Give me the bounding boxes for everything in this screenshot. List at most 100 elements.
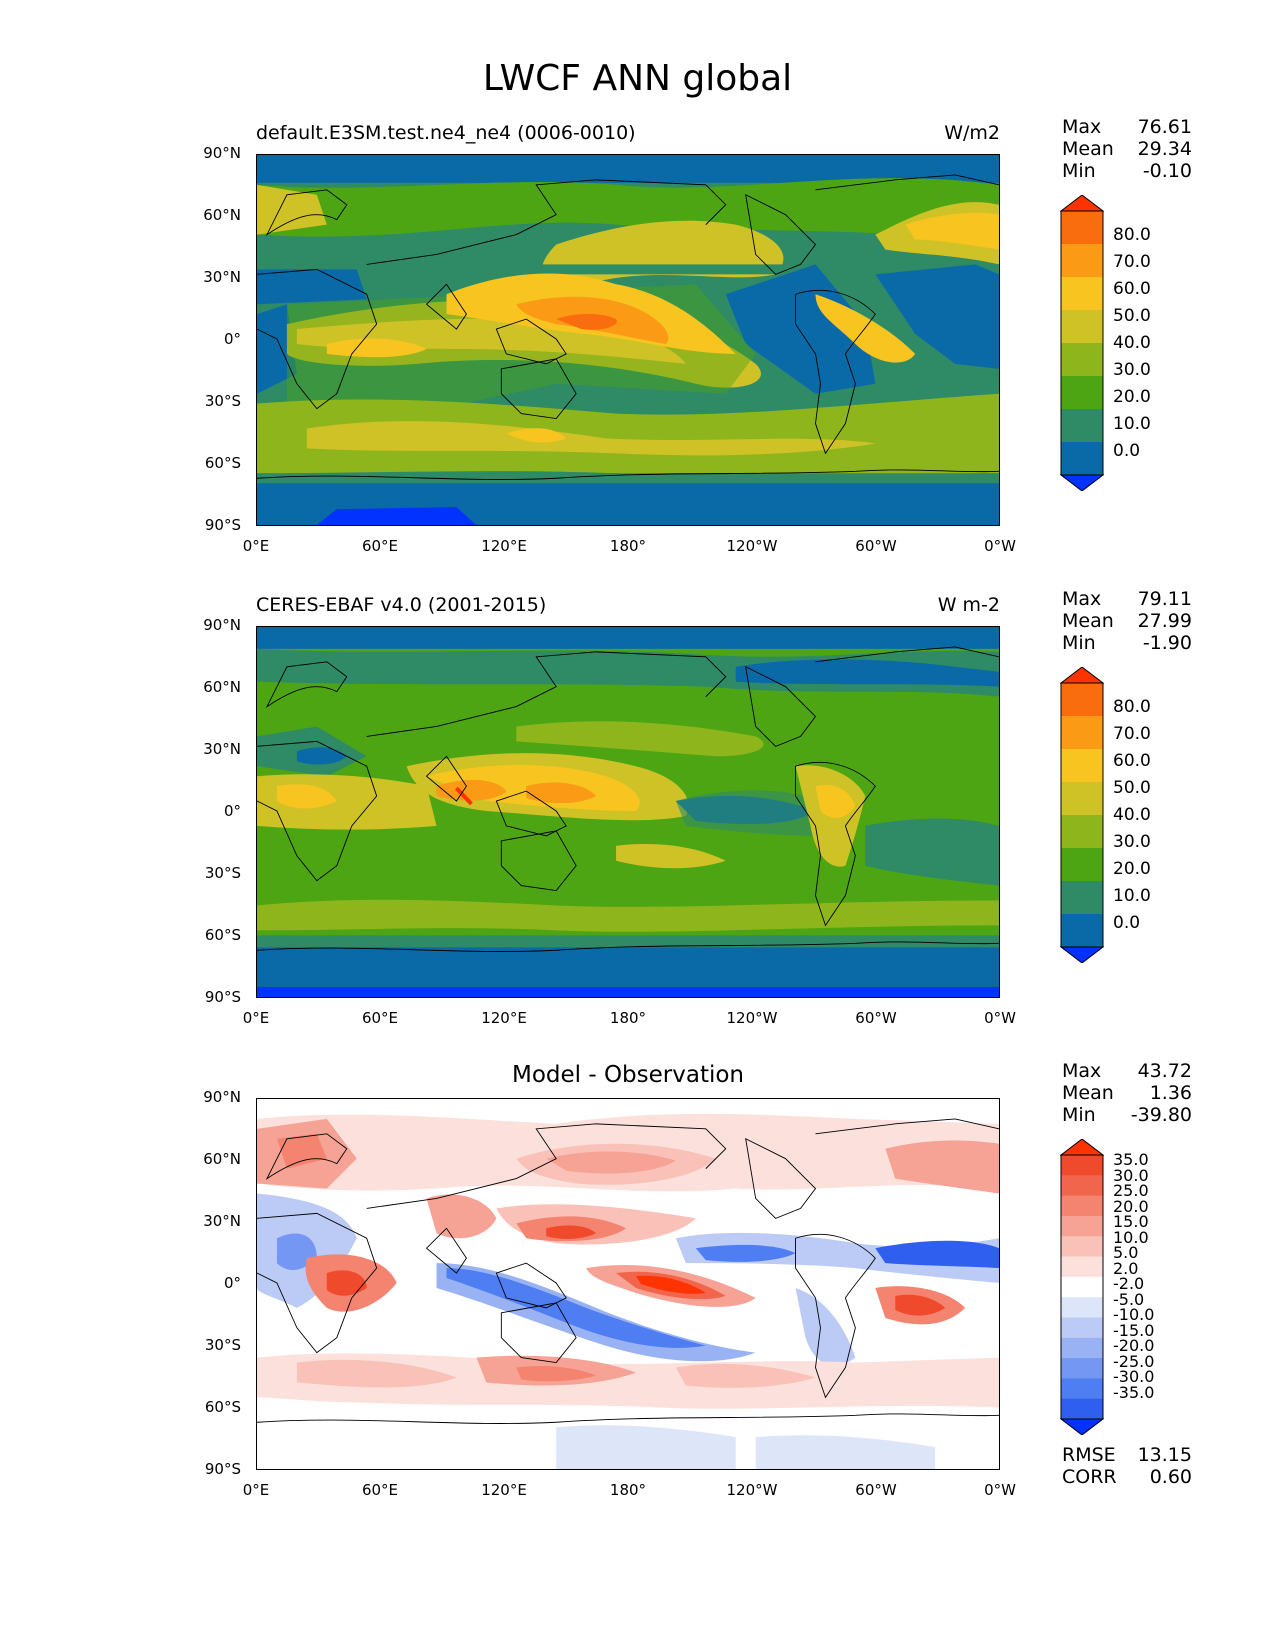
colorbar-label: 10.0 (1113, 1227, 1149, 1247)
colorbar-label: -25.0 (1113, 1351, 1155, 1371)
stat-max: 76.61 (1137, 116, 1192, 138)
stat-label: Min (1062, 160, 1096, 182)
colorbar-cap-top (1059, 1138, 1105, 1156)
colorbar-label: 40.0 (1113, 805, 1151, 825)
lon-label: 120°E (481, 1009, 527, 1027)
stat-min: -0.10 (1142, 160, 1192, 182)
colorbar-label: 70.0 (1113, 724, 1151, 744)
lat-label: 30°S (204, 864, 241, 882)
colorbar-swatches (1059, 666, 1105, 964)
lat-label: 30°N (203, 1212, 241, 1230)
colorbar-label: 10.0 (1113, 886, 1151, 906)
lon-label: 0°W (984, 1009, 1016, 1027)
colorbar-label: 0.0 (1113, 441, 1141, 461)
colorbar-label: 20.0 (1113, 1196, 1149, 1216)
colorbar-swatch (1061, 442, 1103, 476)
model-panel: default.E3SM.test.ne4_ne4 (0006-0010) W/… (0, 0, 1275, 555)
colorbar-label: 80.0 (1113, 225, 1151, 245)
lon-label: 0°W (984, 537, 1016, 555)
colorbar-label: 20.0 (1113, 387, 1151, 407)
colorbar-swatch (1061, 376, 1103, 410)
lat-label: 90°N (203, 616, 241, 634)
colorbar-swatch (1061, 310, 1103, 344)
lat-label: 0° (223, 802, 241, 820)
metric-corr: 0.60 (1149, 1466, 1192, 1488)
colorbar-label: 5.0 (1113, 1243, 1139, 1262)
figure-title: LWCF ANN global (482, 58, 793, 99)
lat-label: 60°S (204, 926, 241, 944)
stat-label: Min (1062, 632, 1096, 654)
colorbar-label: -30.0 (1113, 1367, 1155, 1386)
colorbar-label: 60.0 (1113, 279, 1151, 299)
lon-label: 0°E (242, 1009, 270, 1027)
colorbar-label: -10.0 (1113, 1305, 1155, 1324)
colorbar-swatch (1061, 848, 1103, 882)
colorbar-label: 10.0 (1113, 414, 1151, 434)
colorbar-cap-bottom (1059, 1418, 1105, 1436)
lon-label: 120°W (726, 1481, 778, 1499)
lon-label: 180° (609, 1481, 647, 1499)
colorbar-swatch (1061, 409, 1103, 443)
lon-label: 120°W (726, 537, 778, 555)
difference-map (256, 1098, 1000, 1470)
colorbar-swatch (1061, 343, 1103, 377)
colorbar-label: 15.0 (1113, 1212, 1149, 1231)
stat-min: -1.90 (1142, 632, 1192, 654)
lon-label: 60°W (855, 1009, 897, 1027)
model-contour-field (257, 155, 999, 525)
lon-label: 0°E (242, 537, 270, 555)
lat-label: 30°N (203, 268, 241, 286)
colorbar (1059, 666, 1105, 964)
colorbar-swatch (1061, 1337, 1103, 1359)
metric-rmse: 13.15 (1137, 1444, 1192, 1466)
lat-label: 90°S (204, 988, 241, 1006)
stats-block: Max 76.61 Mean 29.34 Min -0.10 (1062, 116, 1192, 182)
lat-label: 60°N (203, 1150, 241, 1168)
colorbar-swatch (1061, 1236, 1103, 1258)
metric-label: RMSE (1062, 1444, 1116, 1466)
stat-mean: 29.34 (1137, 138, 1192, 160)
colorbar-swatch (1061, 1297, 1103, 1318)
colorbar-label: 30.0 (1113, 360, 1151, 380)
lat-label: 90°N (203, 1088, 241, 1106)
difference-contour-field (257, 1099, 999, 1469)
panel-units: W/m2 (944, 122, 1000, 144)
lon-label: 60°E (361, 537, 399, 555)
lat-label: 60°N (203, 678, 241, 696)
metric-label: CORR (1062, 1466, 1117, 1488)
colorbar-label: -20.0 (1113, 1336, 1155, 1355)
colorbar-swatches (1059, 1138, 1105, 1436)
colorbar (1059, 194, 1105, 492)
lat-label: 30°S (204, 392, 241, 410)
stat-label: Mean (1062, 138, 1114, 160)
colorbar-label: 30.0 (1113, 832, 1151, 852)
colorbar-swatch (1061, 914, 1103, 948)
stat-label: Mean (1062, 1082, 1114, 1104)
lat-label: 0° (223, 1274, 241, 1292)
lon-label: 120°W (726, 1009, 778, 1027)
colorbar-swatch (1061, 782, 1103, 816)
stat-label: Mean (1062, 610, 1114, 632)
lat-label: 60°S (204, 454, 241, 472)
colorbar-label: 30.0 (1113, 1165, 1149, 1185)
lon-label: 60°E (361, 1481, 399, 1499)
colorbar-swatch (1061, 1215, 1103, 1237)
lat-label: 90°S (204, 516, 241, 534)
observation-contour-field (257, 627, 999, 997)
colorbar-swatch (1061, 683, 1103, 717)
colorbar-swatches (1059, 194, 1105, 492)
colorbar-label: 2.0 (1113, 1258, 1139, 1278)
colorbar-swatch (1061, 1358, 1103, 1379)
colorbar-swatch (1061, 244, 1103, 278)
colorbar-frame (1060, 1154, 1104, 1420)
colorbar-label: 70.0 (1113, 252, 1151, 272)
lat-label: 90°N (203, 144, 241, 162)
observation-panel: CERES-EBAF v4.0 (2001-2015) W m-2 (0, 472, 1275, 1027)
colorbar-swatch (1061, 1175, 1103, 1197)
stats-block: Max 79.11 Mean 27.99 Min -1.90 (1062, 588, 1192, 654)
stat-label: Max (1062, 116, 1102, 138)
observation-map (256, 626, 1000, 998)
colorbar-label: 60.0 (1113, 751, 1151, 771)
colorbar-frame (1060, 210, 1104, 476)
lat-label: 0° (223, 330, 241, 348)
